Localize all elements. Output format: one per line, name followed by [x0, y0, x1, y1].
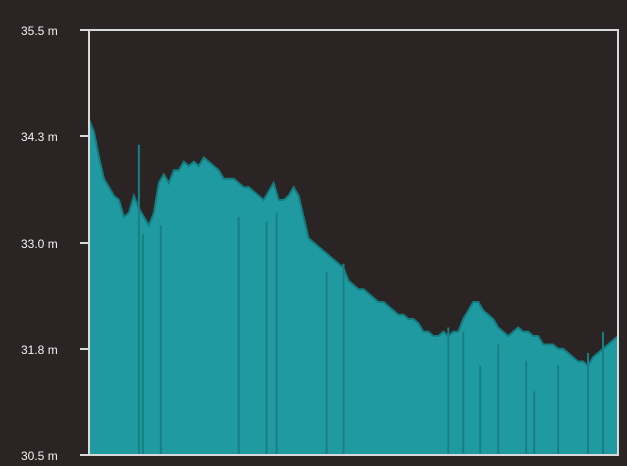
y-tick-label-35-5: 35.5 m — [21, 24, 58, 38]
y-tick-label-33-0: 33.0 m — [21, 237, 58, 251]
y-tick-label-34-3: 34.3 m — [21, 130, 58, 144]
elevation-edge — [88, 118, 619, 368]
spike-layer — [137, 144, 605, 455]
plot-frame — [88, 29, 619, 456]
y-tick-label-31-8: 31.8 m — [21, 343, 58, 357]
y-tick-label-30-5: 30.5 m — [21, 449, 58, 463]
area-layer — [88, 118, 619, 455]
tick-layer: 35.5 m 34.3 m 33.0 m 31.8 m 30.5 m — [21, 24, 58, 463]
elevation-area — [89, 119, 618, 455]
